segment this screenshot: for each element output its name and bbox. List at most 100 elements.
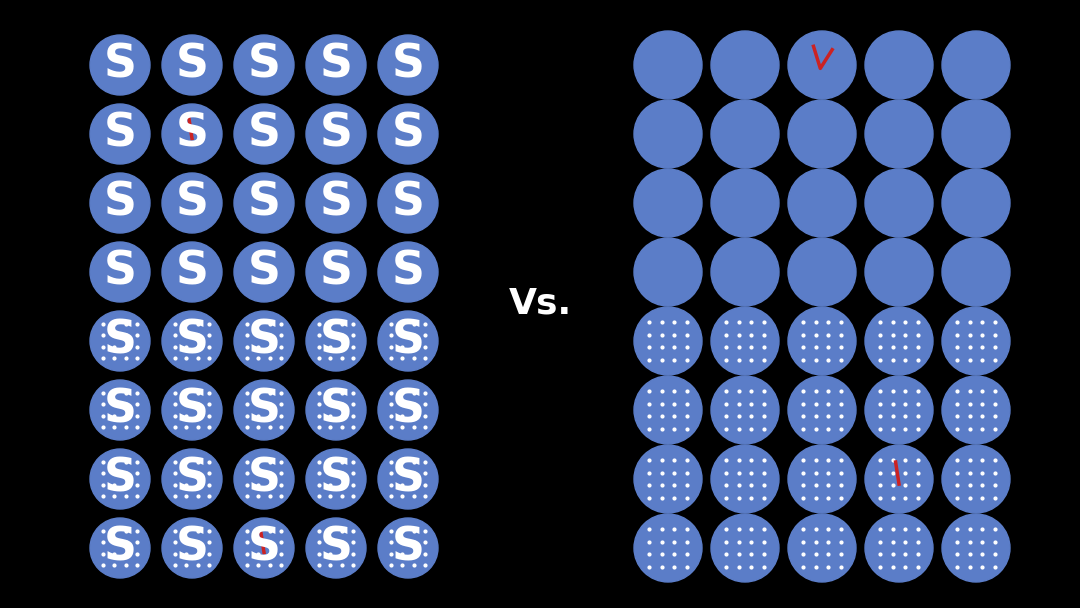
Text: S: S	[104, 249, 136, 294]
Circle shape	[162, 311, 222, 371]
Text: S: S	[247, 387, 281, 432]
Circle shape	[378, 380, 438, 440]
Text: S: S	[175, 525, 208, 570]
Text: S: S	[247, 43, 281, 88]
Circle shape	[162, 173, 222, 233]
Circle shape	[865, 238, 933, 306]
Circle shape	[634, 514, 702, 582]
Circle shape	[942, 376, 1010, 444]
Text: S: S	[320, 319, 352, 364]
Text: S: S	[247, 457, 281, 502]
Text: S: S	[320, 181, 352, 226]
Text: S: S	[320, 387, 352, 432]
Circle shape	[306, 449, 366, 509]
Circle shape	[90, 104, 150, 164]
Circle shape	[711, 376, 779, 444]
Text: S: S	[175, 387, 208, 432]
Circle shape	[634, 169, 702, 237]
Circle shape	[634, 445, 702, 513]
Circle shape	[711, 238, 779, 306]
Text: S: S	[175, 319, 208, 364]
Text: S: S	[391, 181, 424, 226]
Circle shape	[234, 173, 294, 233]
Text: S: S	[104, 319, 136, 364]
Circle shape	[711, 307, 779, 375]
Circle shape	[306, 380, 366, 440]
Text: S: S	[391, 43, 424, 88]
Text: S: S	[391, 387, 424, 432]
Text: S: S	[320, 111, 352, 156]
Circle shape	[788, 514, 856, 582]
Circle shape	[90, 35, 150, 95]
Circle shape	[711, 100, 779, 168]
Circle shape	[711, 31, 779, 99]
Circle shape	[234, 449, 294, 509]
Circle shape	[234, 242, 294, 302]
Circle shape	[90, 449, 150, 509]
Circle shape	[865, 307, 933, 375]
Text: S: S	[247, 249, 281, 294]
Circle shape	[865, 514, 933, 582]
Circle shape	[378, 173, 438, 233]
Text: S: S	[247, 181, 281, 226]
Circle shape	[162, 449, 222, 509]
Text: S: S	[104, 457, 136, 502]
Text: S: S	[104, 387, 136, 432]
Circle shape	[306, 518, 366, 578]
Circle shape	[865, 445, 933, 513]
Circle shape	[234, 311, 294, 371]
Circle shape	[865, 376, 933, 444]
Circle shape	[711, 514, 779, 582]
Text: S: S	[391, 111, 424, 156]
Text: S: S	[320, 249, 352, 294]
Circle shape	[942, 169, 1010, 237]
Circle shape	[234, 518, 294, 578]
Text: S: S	[247, 525, 281, 570]
Text: Vs.: Vs.	[509, 287, 571, 321]
Circle shape	[942, 238, 1010, 306]
Circle shape	[378, 35, 438, 95]
Circle shape	[788, 238, 856, 306]
Circle shape	[788, 31, 856, 99]
Text: S: S	[175, 181, 208, 226]
Circle shape	[234, 380, 294, 440]
Text: S: S	[104, 525, 136, 570]
Circle shape	[162, 380, 222, 440]
Circle shape	[788, 445, 856, 513]
Circle shape	[90, 311, 150, 371]
Circle shape	[378, 311, 438, 371]
Circle shape	[162, 35, 222, 95]
Circle shape	[90, 518, 150, 578]
Circle shape	[378, 242, 438, 302]
Circle shape	[234, 104, 294, 164]
Circle shape	[90, 242, 150, 302]
Text: S: S	[391, 249, 424, 294]
Circle shape	[788, 100, 856, 168]
Text: S: S	[247, 111, 281, 156]
Circle shape	[306, 311, 366, 371]
Circle shape	[634, 376, 702, 444]
Circle shape	[942, 307, 1010, 375]
Text: S: S	[391, 525, 424, 570]
Circle shape	[711, 445, 779, 513]
Circle shape	[865, 169, 933, 237]
Circle shape	[306, 242, 366, 302]
Text: S: S	[320, 43, 352, 88]
Text: S: S	[175, 249, 208, 294]
Circle shape	[865, 100, 933, 168]
Text: S: S	[175, 111, 208, 156]
Text: S: S	[104, 111, 136, 156]
Circle shape	[711, 169, 779, 237]
Circle shape	[788, 376, 856, 444]
Circle shape	[788, 169, 856, 237]
Text: S: S	[391, 457, 424, 502]
Circle shape	[378, 104, 438, 164]
Circle shape	[865, 31, 933, 99]
Circle shape	[162, 242, 222, 302]
Text: S: S	[104, 43, 136, 88]
Circle shape	[942, 445, 1010, 513]
Circle shape	[306, 104, 366, 164]
Circle shape	[942, 100, 1010, 168]
Circle shape	[942, 514, 1010, 582]
Circle shape	[634, 238, 702, 306]
